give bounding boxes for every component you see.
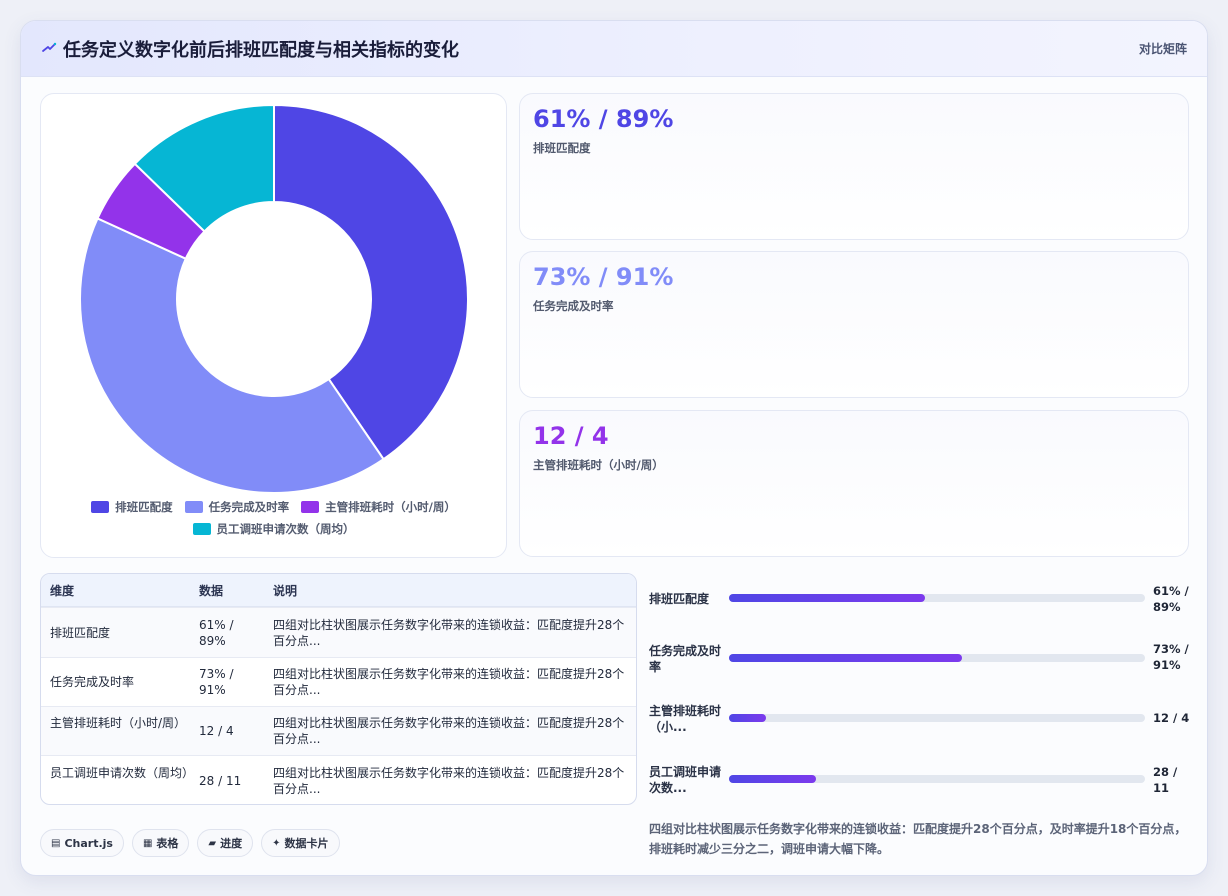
stat-card: 12 / 4 主管排班耗时（小时/周） (519, 410, 1189, 557)
table-cell-dim: 任务完成及时率 (50, 675, 135, 689)
table-row: 主管排班耗时（小时/周） 12 / 4 四组对比柱状图展示任务数字化带来的连锁收… (41, 706, 636, 755)
chart-icon: ▤ (51, 837, 61, 849)
legend-label: 主管排班耗时（小时/周） (325, 500, 456, 514)
progress-value: 12 / 4 (1153, 711, 1190, 725)
progress-value: 73% / 91% (1153, 642, 1189, 672)
progress-fill (729, 654, 962, 662)
doughnut-chart (79, 103, 469, 494)
legend-swatch (301, 501, 320, 513)
column-header: 维度 (50, 584, 75, 598)
table-icon: ▦ (142, 837, 153, 849)
progress-label: 员工调班申请次数... (649, 765, 722, 795)
legend-row-2: 员工调班申请次数（周均） (41, 518, 506, 540)
legend-swatch (91, 501, 110, 513)
chip-data-card[interactable]: ✦ 数据卡片 (261, 829, 340, 857)
legend-item[interactable]: 任务完成及时率 (184, 499, 290, 515)
stat-value: 73% / 91% (533, 263, 674, 291)
table-row: 员工调班申请次数（周均） 28 / 11 四组对比柱状图展示任务数字化带来的连锁… (41, 755, 636, 804)
progress-track (729, 594, 1145, 602)
progress-row: 任务完成及时率 73% / 91% (649, 639, 1194, 679)
chip-label: 表格 (156, 837, 179, 850)
progress-label: 排班匹配度 (649, 592, 710, 606)
chip-table[interactable]: ▦ 表格 (131, 829, 190, 857)
legend-row-1: 排班匹配度 任务完成及时率 主管排班耗时（小时/周） (41, 496, 506, 518)
table-cell-data: 61% / 89% (199, 618, 234, 648)
table-cell-dim: 员工调班申请次数（周均） (50, 766, 195, 780)
header-badge: 对比矩阵 (1138, 42, 1187, 56)
column-header: 数据 (199, 584, 224, 598)
data-table: 维度 数据 说明 排班匹配度 61% / 89% 四组对比柱状图展示任务数字化带… (40, 573, 637, 805)
progress-label: 任务完成及时率 (649, 644, 722, 674)
table-cell-desc: 四组对比柱状图展示任务数字化带来的连锁收益：匹配度提升28个百分点... (273, 766, 625, 796)
column-header: 说明 (273, 584, 298, 598)
progress-track (729, 775, 1145, 783)
chip-progress[interactable]: ▰ 进度 (197, 829, 254, 857)
pie-slice[interactable] (273, 103, 469, 461)
progress-row: 员工调班申请次数... 28 / 11 (649, 759, 1194, 799)
progress-value: 28 / 11 (1153, 765, 1178, 795)
table-cell-desc: 四组对比柱状图展示任务数字化带来的连锁收益：匹配度提升28个百分点... (273, 716, 625, 746)
progress-row: 主管排班耗时（小... 12 / 4 (649, 699, 1194, 739)
table-cell-data: 12 / 4 (199, 724, 234, 738)
progress-track (729, 714, 1145, 722)
progress-fill (729, 775, 817, 783)
chart-legend: 排班匹配度 任务完成及时率 主管排班耗时（小时/周） 员工调班申请次数（周均） (41, 496, 506, 540)
progress-value: 61% / 89% (1153, 584, 1189, 614)
legend-label: 任务完成及时率 (208, 500, 290, 514)
doughnut-chart-panel: 排班匹配度 任务完成及时率 主管排班耗时（小时/周） 员工调班申请次数（周均） (40, 93, 507, 558)
table-header-row: 维度 数据 说明 (41, 574, 636, 607)
legend-label: 排班匹配度 (115, 500, 173, 514)
page-title: 任务定义数字化前后排班匹配度与相关指标的变化 (63, 40, 459, 61)
table-cell-data: 73% / 91% (199, 667, 234, 697)
progress-label: 主管排班耗时（小... (649, 704, 722, 734)
legend-label: 员工调班申请次数（周均） (216, 522, 355, 536)
stat-value: 12 / 4 (533, 422, 609, 450)
chip-label: Chart.js (64, 836, 113, 850)
pie-slice[interactable] (79, 217, 385, 494)
table-cell-desc: 四组对比柱状图展示任务数字化带来的连锁收益：匹配度提升28个百分点... (273, 667, 625, 697)
legend-swatch (184, 501, 203, 513)
chart-spark-icon (42, 42, 57, 52)
progress-fill (729, 594, 925, 602)
main-card: 任务定义数字化前后排班匹配度与相关指标的变化 对比矩阵 排班匹配度 任务完成及时… (20, 20, 1208, 876)
legend-swatch (192, 523, 211, 535)
pie-slice[interactable] (133, 103, 275, 233)
card-header: 任务定义数字化前后排班匹配度与相关指标的变化 对比矩阵 (21, 21, 1207, 77)
table-cell-data: 28 / 11 (199, 774, 242, 788)
chip-label: 数据卡片 (284, 837, 329, 850)
stat-value: 61% / 89% (533, 105, 674, 133)
stat-card: 61% / 89% 排班匹配度 (519, 93, 1189, 240)
table-row: 任务完成及时率 73% / 91% 四组对比柱状图展示任务数字化带来的连锁收益：… (41, 657, 636, 706)
feature-chips: ▤ Chart.js ▦ 表格 ▰ 进度 ✦ 数据卡片 (40, 829, 340, 857)
chip-chartjs[interactable]: ▤ Chart.js (40, 829, 124, 857)
table-cell-dim: 排班匹配度 (50, 626, 111, 640)
summary-note: 四组对比柱状图展示任务数字化带来的连锁收益：匹配度提升28个百分点，及时率提升1… (649, 822, 1187, 856)
stat-label: 任务完成及时率 (533, 299, 614, 313)
legend-item[interactable]: 排班匹配度 (91, 499, 173, 515)
table-cell-desc: 四组对比柱状图展示任务数字化带来的连锁收益：匹配度提升28个百分点... (273, 618, 625, 648)
progress-icon: ▰ (208, 837, 217, 849)
stat-label: 排班匹配度 (533, 141, 591, 155)
progress-fill (729, 714, 767, 722)
progress-track (729, 654, 1145, 662)
legend-item[interactable]: 员工调班申请次数（周均） (192, 521, 355, 537)
stat-label: 主管排班耗时（小时/周） (533, 458, 664, 472)
sparkle-icon: ✦ (272, 837, 281, 849)
stat-card: 73% / 91% 任务完成及时率 (519, 251, 1189, 398)
table-row: 排班匹配度 61% / 89% 四组对比柱状图展示任务数字化带来的连锁收益：匹配… (41, 607, 636, 657)
table-cell-dim: 主管排班耗时（小时/周） (50, 716, 187, 730)
legend-item[interactable]: 主管排班耗时（小时/周） (301, 499, 456, 515)
chip-label: 进度 (220, 837, 243, 850)
progress-row: 排班匹配度 61% / 89% (649, 579, 1194, 619)
